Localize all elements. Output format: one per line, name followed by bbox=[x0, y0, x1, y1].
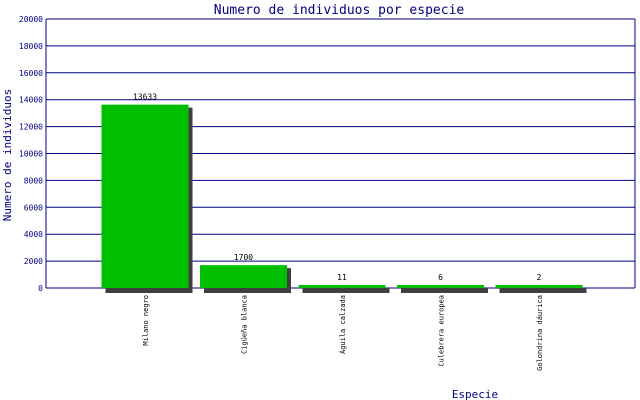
y-tick-label: 4000 bbox=[24, 230, 43, 239]
bar bbox=[200, 265, 287, 288]
y-tick-label: 20000 bbox=[19, 15, 43, 24]
bar bbox=[495, 285, 583, 288]
y-tick-label: 2000 bbox=[24, 257, 43, 266]
y-tick-label: 12000 bbox=[19, 123, 43, 132]
x-tick-label: Águila calzada bbox=[338, 295, 347, 354]
y-tick-label: 8000 bbox=[24, 176, 43, 185]
bar bbox=[298, 285, 386, 288]
bar-value-label: 13633 bbox=[133, 93, 157, 102]
x-axis-labels: Milano negro Cigüeña blanca Águila calzada… bbox=[142, 295, 544, 371]
bar-value-label: 2 bbox=[537, 273, 542, 282]
y-tick-label: 18000 bbox=[19, 42, 43, 51]
bar bbox=[101, 104, 189, 289]
x-tick-label: Cigüeña blanca bbox=[241, 295, 249, 354]
y-tick-label: 0 bbox=[38, 284, 43, 293]
bars: 13633 1700 11 6 2 bbox=[101, 93, 587, 294]
bar-value-label: 11 bbox=[337, 273, 347, 282]
x-tick-label: Golondrina dáurica bbox=[536, 295, 544, 371]
y-tick-label: 16000 bbox=[19, 69, 43, 78]
y-tick-label: 10000 bbox=[19, 150, 43, 159]
bar bbox=[397, 285, 484, 288]
bar-shadow bbox=[499, 288, 587, 293]
x-tick-label: Culebrera europea bbox=[438, 295, 446, 367]
bar-shadow bbox=[302, 288, 390, 293]
x-tick-label: Milano negro bbox=[142, 295, 150, 346]
bar-shadow bbox=[401, 288, 488, 293]
chart-title: Numero de individuos por especie bbox=[214, 3, 465, 18]
bar-value-label: 1700 bbox=[234, 253, 253, 262]
x-axis-label: Especie bbox=[452, 388, 498, 400]
y-tick-label: 6000 bbox=[24, 203, 43, 212]
y-tick-label: 14000 bbox=[19, 96, 43, 105]
y-axis-ticks: 0 2000 4000 6000 8000 10000 12000 14000 16000 180… bbox=[19, 15, 43, 293]
bar-value-label: 6 bbox=[438, 273, 443, 282]
y-axis-label: Numero de individuos bbox=[1, 89, 14, 221]
